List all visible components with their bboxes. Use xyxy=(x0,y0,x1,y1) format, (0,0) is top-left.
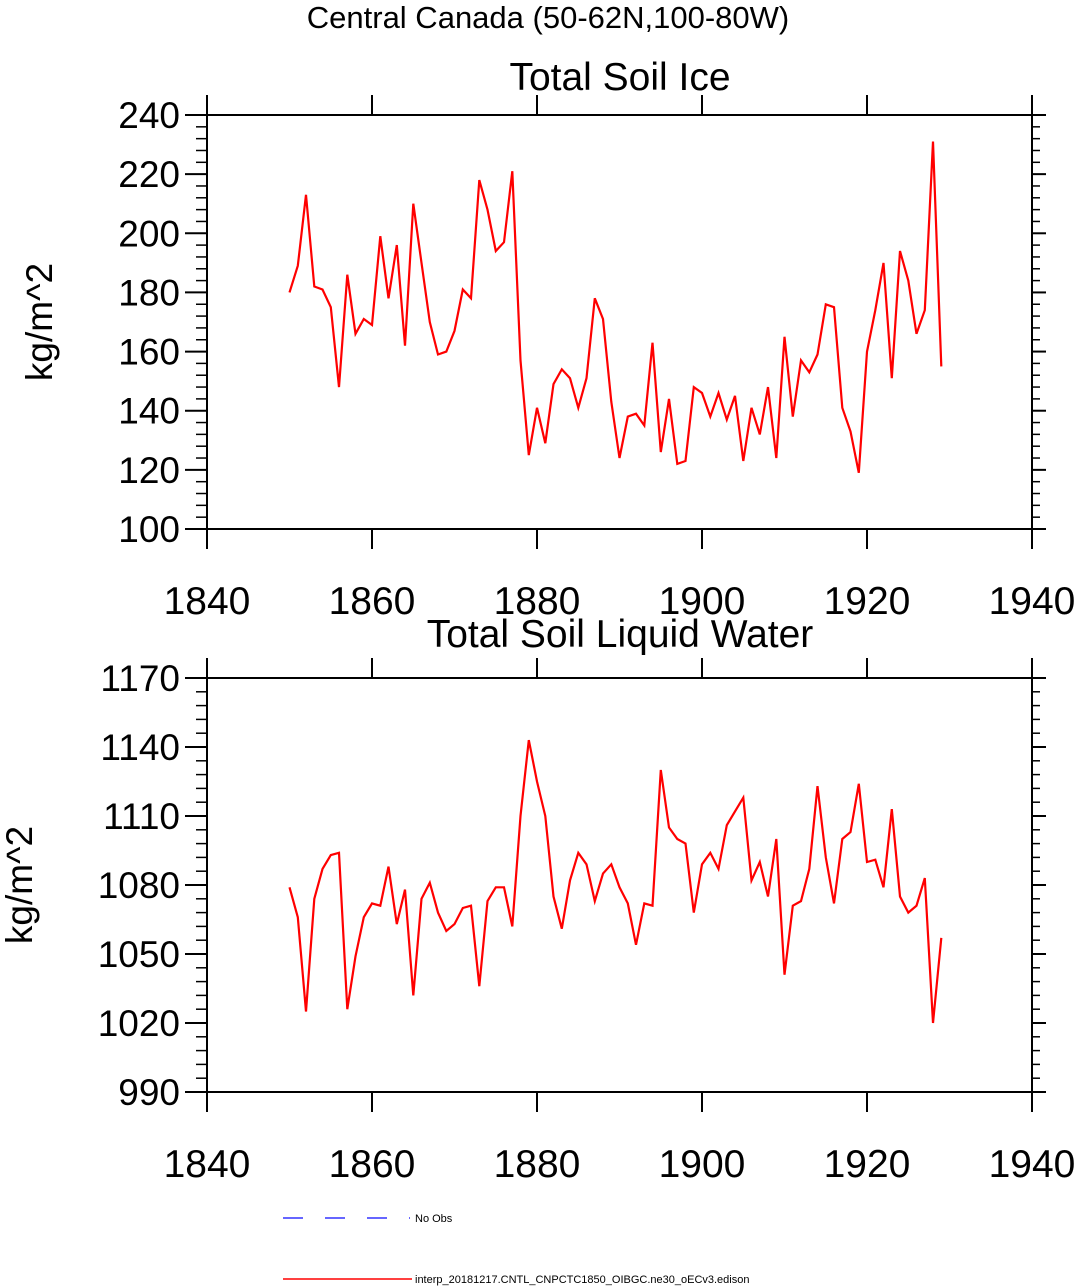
x-tick-label: 1940 xyxy=(989,1143,1076,1186)
y-tick-label: 100 xyxy=(118,509,180,550)
series-line-model xyxy=(288,141,943,474)
x-tick-label: 1880 xyxy=(494,1143,581,1186)
y-axis-label: kg/m^2 xyxy=(19,263,60,381)
x-tick-label: 1900 xyxy=(659,580,746,623)
y-tick-labels: 990 1020 1050 1080 1110 1140 1170 xyxy=(98,658,180,1113)
series-line-model xyxy=(288,739,943,1024)
y-tick-label: 200 xyxy=(118,213,180,254)
x-tick-label: 1840 xyxy=(164,580,251,623)
x-tick-label: 1920 xyxy=(824,1143,911,1186)
legend-label-model: interp_20181217.CNTL_CNPCTC1850_OIBGC.ne… xyxy=(415,1274,749,1286)
x-tick-labels: 1840 1860 1880 1900 1920 1940 xyxy=(164,580,1076,623)
x-tick-label: 1880 xyxy=(494,580,581,623)
x-tick-label: 1840 xyxy=(164,1143,251,1186)
y-axis-label: kg/m^2 xyxy=(0,826,40,944)
axis-ticks xyxy=(185,95,1046,549)
y-tick-label: 1110 xyxy=(103,796,180,837)
y-tick-label: 220 xyxy=(118,154,180,195)
y-tick-label: 160 xyxy=(118,332,180,373)
y-tick-label: 1020 xyxy=(98,1003,180,1044)
y-tick-labels: 100 120 140 160 180 200 220 240 xyxy=(118,95,180,550)
y-tick-label: 1170 xyxy=(100,658,180,699)
x-tick-label: 1900 xyxy=(659,1143,746,1186)
y-tick-label: 120 xyxy=(118,450,180,491)
chart-panel-soil-liquid-water: Total Soil Liquid Water kg/m^2 1840 1860 1… xyxy=(0,613,1075,1186)
chart-title: Total Soil Ice xyxy=(509,56,730,99)
x-tick-label: 1940 xyxy=(989,580,1076,623)
figure-suptitle: Central Canada (50-62N,100-80W) xyxy=(307,0,789,35)
y-tick-label: 990 xyxy=(118,1072,180,1113)
chart-panel-soil-ice: Total Soil Ice kg/m^2 1840 1860 1880 1900 19… xyxy=(19,56,1075,623)
chart-title: Total Soil Liquid Water xyxy=(427,613,814,656)
x-tick-label: 1860 xyxy=(329,1143,416,1186)
y-tick-label: 140 xyxy=(118,391,180,432)
legend: No Obs interp_20181217.CNTL_CNPCTC1850_O… xyxy=(283,1213,749,1286)
y-tick-label: 180 xyxy=(118,272,180,313)
y-tick-label: 1050 xyxy=(98,934,180,975)
x-tick-label: 1920 xyxy=(824,580,911,623)
axis-ticks xyxy=(185,658,1046,1112)
x-tick-label: 1860 xyxy=(329,580,416,623)
legend-label-obs: No Obs xyxy=(415,1213,453,1225)
plot-frame xyxy=(206,114,1033,530)
x-tick-labels: 1840 1860 1880 1900 1920 1940 xyxy=(164,1143,1076,1186)
y-tick-label: 240 xyxy=(118,95,180,136)
y-tick-label: 1140 xyxy=(100,727,180,768)
y-tick-label: 1080 xyxy=(98,865,180,906)
